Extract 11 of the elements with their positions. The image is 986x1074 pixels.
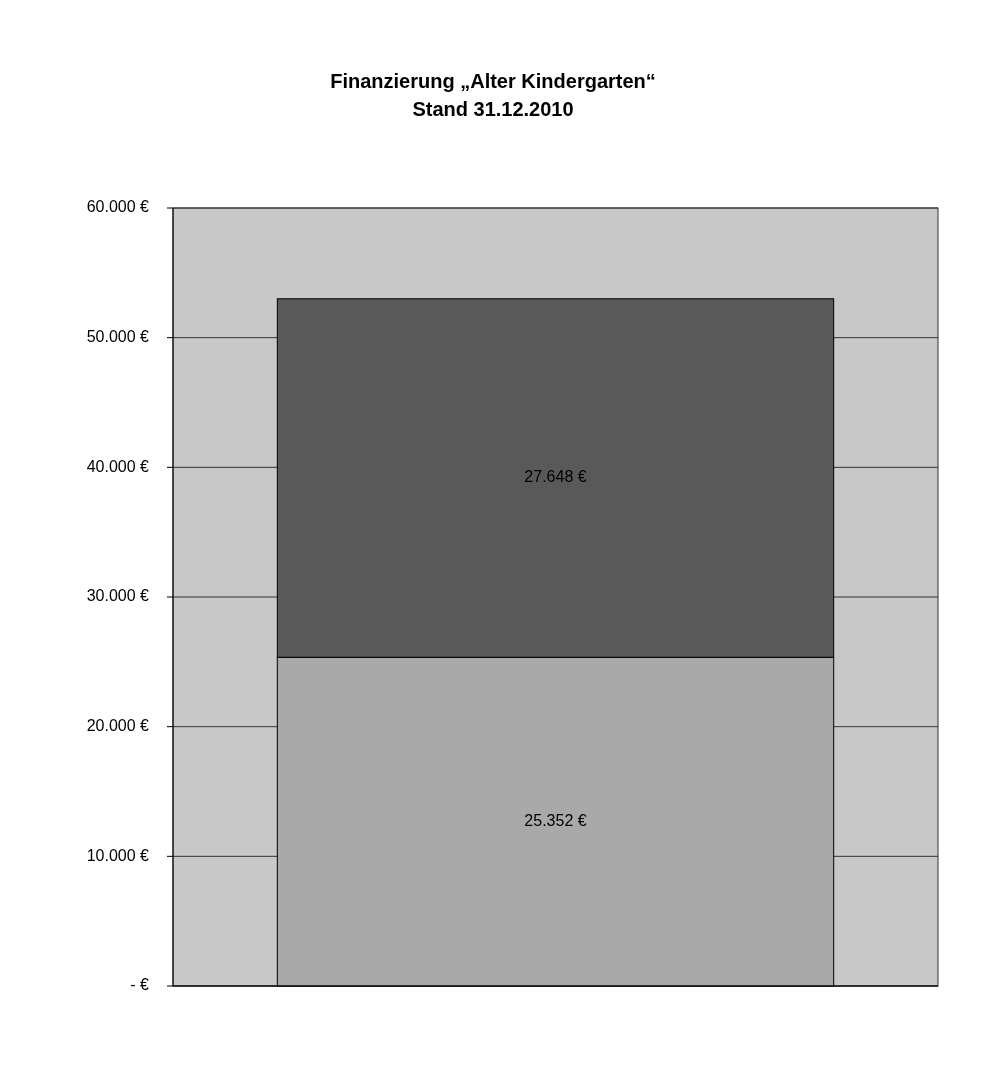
y-tick-label: 20.000 €	[86, 716, 150, 734]
data-label: 27.648 €	[524, 468, 587, 486]
y-tick-label: 10.000 €	[86, 846, 150, 864]
y-tick-label: 30.000 €	[86, 587, 150, 605]
chart-subtitle: Stand 31.12.2010	[412, 98, 574, 120]
data-label: 25.352 €	[524, 811, 587, 829]
y-tick-label: 60.000 €	[86, 198, 150, 216]
chart-title: Finanzierung „Alter Kindergarten“	[330, 70, 656, 92]
y-tick-label: 40.000 €	[86, 457, 150, 475]
y-tick-label: - €	[130, 976, 150, 994]
y-tick-label: 50.000 €	[86, 327, 150, 345]
